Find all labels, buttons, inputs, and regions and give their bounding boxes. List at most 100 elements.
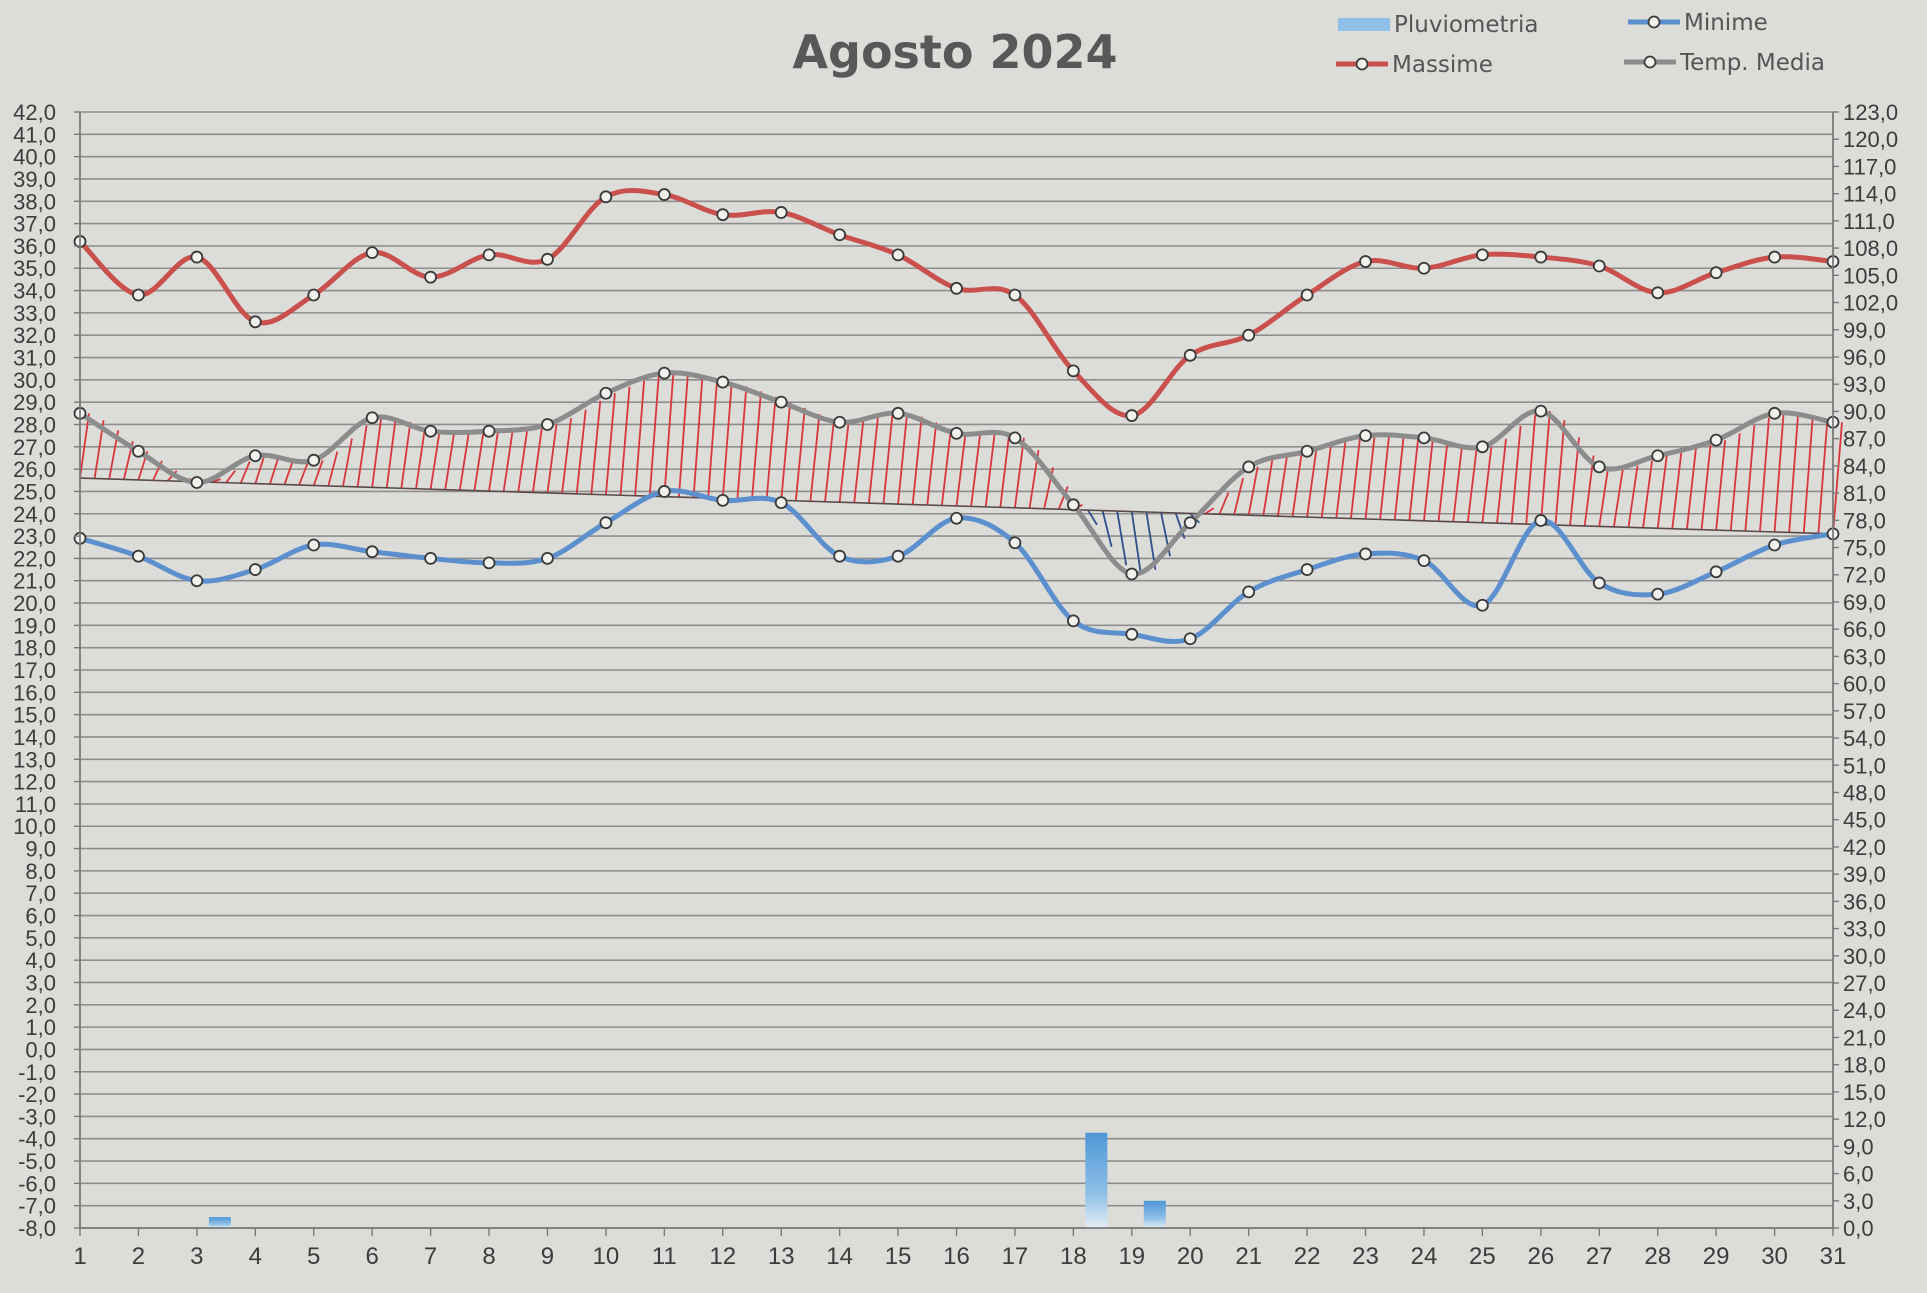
y-right-tick-label: 6,0 (1843, 1162, 1874, 1187)
point-media (248, 449, 262, 463)
y-left-tick-label: 25,0 (13, 479, 56, 504)
hatch-stroke (546, 424, 558, 494)
x-tick-label: 22 (1294, 1243, 1321, 1270)
hatch-stroke (955, 433, 967, 507)
point-media (1417, 431, 1431, 445)
point-media (1300, 444, 1314, 458)
hatch-stroke (1700, 444, 1712, 530)
hatch-stroke (1496, 438, 1507, 524)
point-massime (424, 270, 438, 284)
chart-title: Agosto 2024 (792, 25, 1117, 79)
y-right-tick-label: 27,0 (1843, 971, 1886, 996)
axes: -8,0-7,0-6,0-5,0-4,0-3,0-2,0-1,00,01,02,… (13, 100, 1898, 1270)
hatch-stroke (575, 409, 587, 494)
y-left-tick-label: -8,0 (18, 1216, 56, 1241)
point-media (1066, 498, 1080, 512)
y-left-tick-label: 41,0 (13, 122, 56, 147)
y-left-tick-label: 18,0 (13, 636, 56, 661)
hatch-stroke (984, 432, 996, 507)
x-tick-label: 18 (1060, 1243, 1087, 1270)
hatch-stroke (1014, 437, 1025, 508)
hatch-stroke (342, 438, 353, 487)
point-minime (1008, 536, 1022, 550)
hatch-stroke (780, 402, 792, 501)
y-left-tick-label: 5,0 (25, 926, 56, 951)
point-massime (1651, 286, 1665, 300)
hatch-stroke (385, 417, 397, 488)
hatch-stroke (458, 432, 470, 491)
hatch-stroke (1247, 466, 1259, 516)
y-left-tick-label: 10,0 (13, 814, 56, 839)
y-left-tick-label: 37,0 (13, 212, 56, 237)
hatch-stroke (809, 413, 821, 502)
hatch-stroke (1350, 438, 1361, 519)
legend-marker-minime (1647, 15, 1661, 29)
point-media (541, 418, 554, 431)
hatch-stroke (911, 416, 923, 505)
x-tick-label: 30 (1761, 1243, 1788, 1270)
legend-swatch-pluviometria (1338, 18, 1390, 31)
hatch-stroke (1320, 446, 1332, 518)
point-media (657, 366, 671, 380)
point-media (1242, 460, 1256, 474)
y-left-tick-label: 28,0 (13, 412, 56, 437)
hatch-stroke (926, 422, 938, 506)
hatch-stroke (1379, 434, 1391, 520)
point-massime (1300, 288, 1314, 302)
x-tick-label: 5 (307, 1243, 320, 1270)
point-massime (307, 288, 321, 302)
point-massime (1417, 261, 1431, 275)
hatch-stroke (1788, 413, 1800, 533)
y-right-tick-label: 9,0 (1843, 1134, 1874, 1159)
legend-marker-massime (1355, 57, 1369, 71)
y-right-tick-label: 60,0 (1843, 672, 1886, 697)
hatch-stroke (1204, 507, 1215, 515)
legend-label-massime: Massime (1392, 52, 1493, 78)
rain-bars (208, 1132, 1166, 1228)
y-right-tick-label: 0,0 (1843, 1216, 1874, 1241)
hatch-stroke (1218, 492, 1230, 515)
y-right-tick-label: 69,0 (1843, 590, 1886, 615)
y-right-tick-label: 84,0 (1843, 454, 1886, 479)
point-media (1651, 449, 1665, 463)
point-minime (891, 549, 905, 563)
y-left-tick-label: 39,0 (13, 167, 56, 192)
point-minime (1592, 576, 1606, 590)
point-media (365, 411, 379, 425)
rain-bar (208, 1217, 231, 1228)
hatch-stroke (517, 429, 529, 493)
hatch-stroke (312, 459, 324, 486)
hatch-stroke (79, 413, 90, 479)
y-right-tick-label: 30,0 (1843, 944, 1886, 969)
gridlines (80, 111, 1833, 1229)
point-media (132, 444, 145, 458)
y-right-tick-label: 108,0 (1843, 236, 1898, 261)
y-right-tick-label: 48,0 (1843, 780, 1886, 805)
x-tick-label: 26 (1527, 1243, 1554, 1270)
y-left-tick-label: 13,0 (13, 747, 56, 772)
hatch-stroke (1057, 486, 1069, 510)
hatch-stroke (1817, 419, 1829, 534)
hatch-stroke (970, 434, 982, 507)
point-massime (657, 188, 671, 201)
y-right-tick-label: 87,0 (1843, 427, 1886, 452)
hatch-stroke (721, 382, 733, 499)
y-right-tick-label: 93,0 (1843, 372, 1886, 397)
x-tick-label: 11 (652, 1243, 677, 1270)
y-left-tick-label: -1,0 (18, 1060, 56, 1085)
y-left-tick-label: 34,0 (13, 279, 56, 304)
point-minime (1183, 632, 1197, 646)
x-tick-label: 9 (541, 1243, 554, 1270)
point-media (307, 453, 321, 467)
y-left-tick-label: 40,0 (13, 145, 56, 170)
hatch-stroke (1686, 448, 1697, 530)
legend-label-pluviometria: Pluviometria (1394, 12, 1538, 38)
point-minime (1768, 538, 1781, 552)
hatch-stroke (1729, 433, 1741, 531)
hatch-stroke (473, 431, 485, 491)
hatch-stroke (444, 432, 456, 490)
hatch-stroke (239, 461, 251, 484)
hatch-stroke (648, 375, 660, 497)
x-tick-label: 8 (482, 1243, 495, 1270)
hatch-stroke (1116, 510, 1128, 566)
